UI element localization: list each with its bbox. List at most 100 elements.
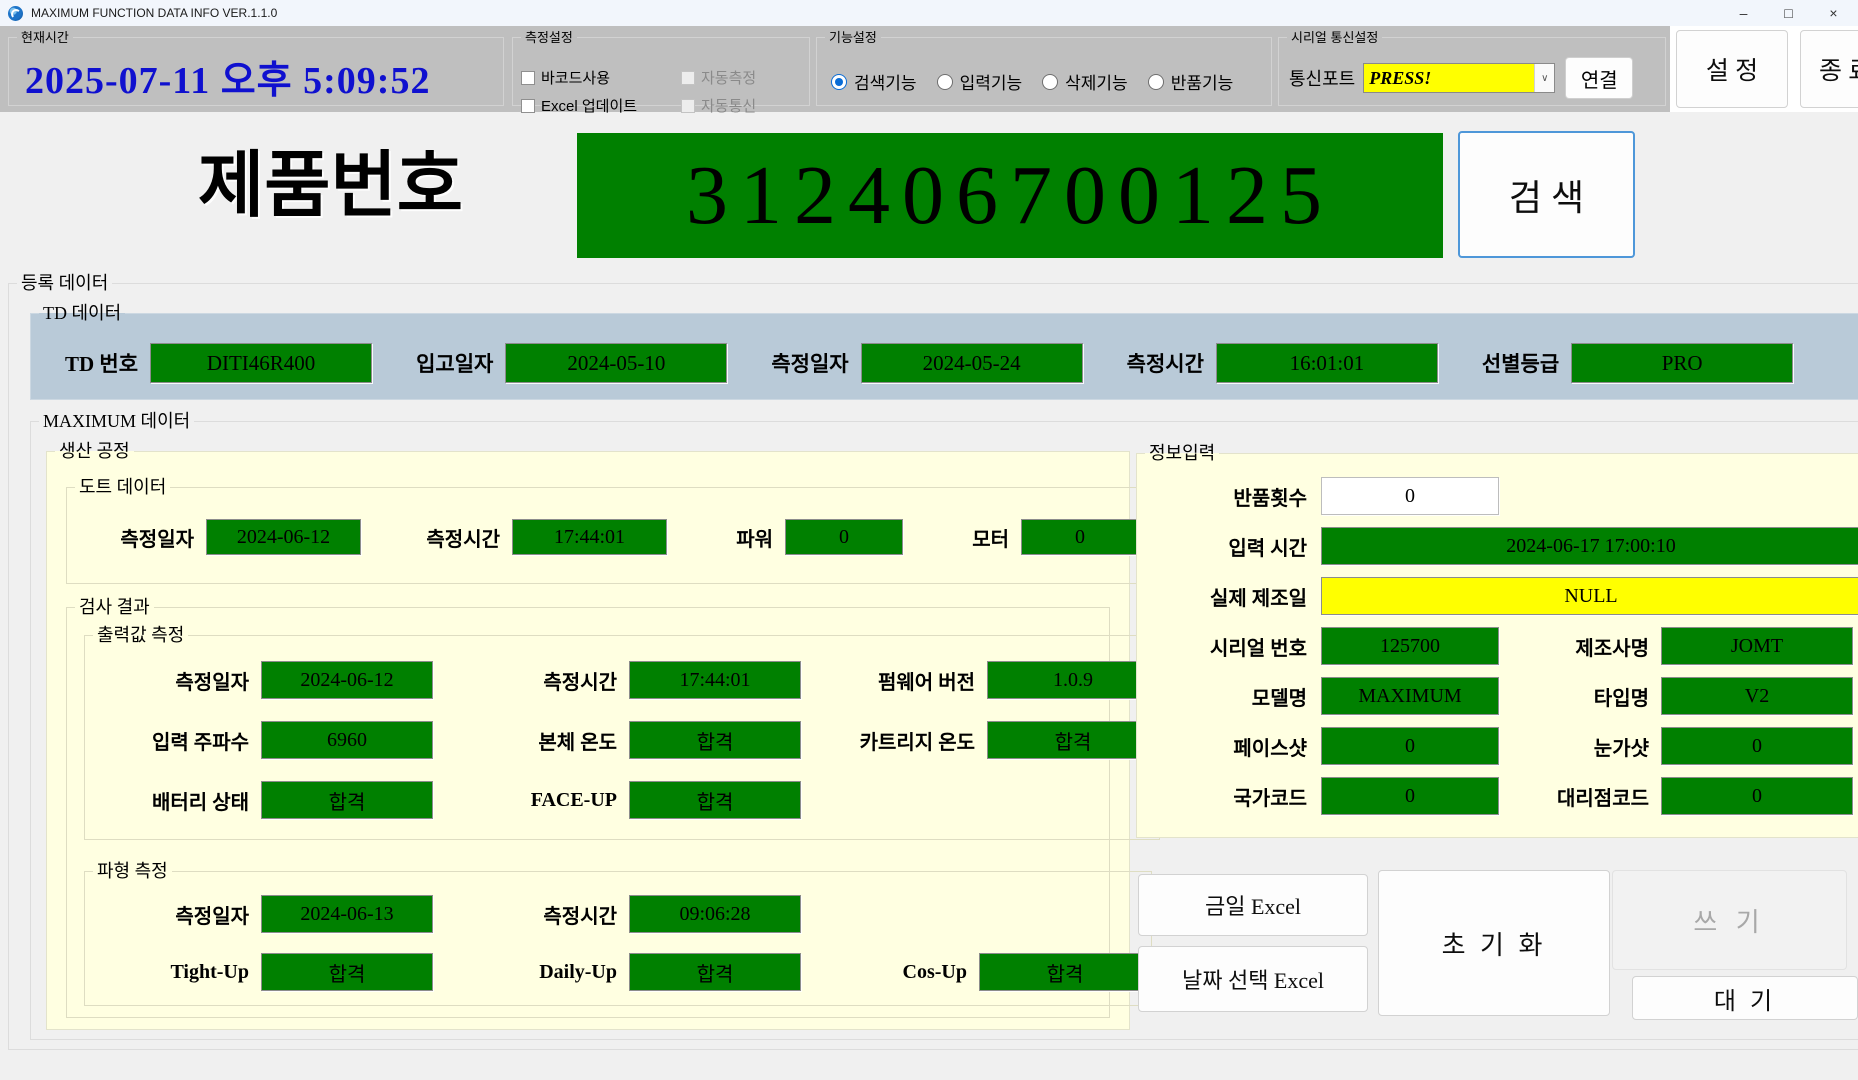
maximum-data-group: MAXIMUM 데이터 xyxy=(30,411,1858,1040)
input-frequency-label: 입력 주파수 xyxy=(152,731,249,754)
incoming-date-label: 입고일자 xyxy=(416,352,494,376)
function-radio-row: 검색기능 입력기능 삭제기능 반품기능 xyxy=(817,45,1271,94)
battery-state-label: 배터리 상태 xyxy=(152,791,249,814)
dealer-code-value: 0 xyxy=(1661,777,1853,815)
registered-data-legend: 등록 데이터 xyxy=(21,273,109,293)
minimize-button[interactable]: – xyxy=(1739,5,1748,21)
output-row-2: 입력 주파수 6960 본체 온도 합격 카트리지 온도 합격 xyxy=(85,699,1159,759)
td-number-label: TD 번호 xyxy=(65,352,139,376)
incoming-date-value: 2024-05-10 xyxy=(505,343,728,383)
wave-measure-date-value: 2024-06-13 xyxy=(261,895,433,933)
checkbox-auto-measure[interactable]: 자동측정 xyxy=(681,67,756,88)
comm-port-combobox[interactable]: PRESS! ∨ xyxy=(1363,63,1556,93)
type-name-value: V2 xyxy=(1661,677,1853,715)
output-measure-date-value: 2024-06-12 xyxy=(261,661,433,699)
eye-shot-label: 눈가샷 xyxy=(1593,737,1649,760)
production-process-legend: 생산 공정 xyxy=(59,441,130,461)
output-measure-date-label: 측정일자 xyxy=(175,671,249,694)
dot-measure-date-value: 2024-06-12 xyxy=(206,519,361,555)
radio-icon xyxy=(1042,73,1059,90)
td-data-group: TD 데이터 TD 번호 DITI46R400 입고일자 2024-05-10 … xyxy=(30,304,1858,400)
product-number-label: 제품번호 xyxy=(198,146,463,226)
radio-delete-function[interactable]: 삭제기능 xyxy=(1042,69,1128,94)
country-code-label: 국가코드 xyxy=(1233,787,1307,810)
function-settings-legend: 기능설정 xyxy=(829,30,877,45)
dot-motor-label: 모터 xyxy=(972,528,1009,551)
checkbox-excel-update[interactable]: Excel 업데이트 xyxy=(521,95,637,116)
dot-measure-date-label: 측정일자 xyxy=(120,528,194,551)
output-measure-group: 출력값 측정 측정일자 2024-06-12 측정시간 17:44:01 펌웨어… xyxy=(84,625,1160,840)
radio-input-function[interactable]: 입력기능 xyxy=(936,69,1022,94)
close-button[interactable]: × xyxy=(1829,5,1838,21)
model-name-value: MAXIMUM xyxy=(1321,677,1499,715)
dealer-code-label: 대리점코드 xyxy=(1557,787,1649,810)
firmware-version-value: 1.0.9 xyxy=(987,661,1159,699)
waveform-row-1: 측정일자 2024-06-13 측정시간 09:06:28 xyxy=(85,879,1151,933)
reset-button[interactable]: 초 기 화 xyxy=(1378,870,1610,1016)
exit-button[interactable]: 종 료 xyxy=(1800,30,1858,108)
window-title: MAXIMUM FUNCTION DATA INFO VER.1.1.0 xyxy=(31,6,278,20)
titlebar: MAXIMUM FUNCTION DATA INFO VER.1.1.0 – □… xyxy=(0,0,1858,26)
serial-number-row: 시리얼 번호 125700 제조사명 JOMT xyxy=(1137,627,1858,665)
comm-port-value: PRESS! xyxy=(1369,67,1432,88)
checkbox-label: 자동측정 xyxy=(701,70,757,87)
checkbox-icon xyxy=(681,98,695,113)
input-time-row: 입력 시간 2024-06-17 17:00:10 xyxy=(1137,527,1858,565)
cartridge-temp-label: 카트리지 온도 xyxy=(859,731,975,754)
measure-checkbox-column-right: 자동측정 자동통신 xyxy=(681,67,756,116)
return-count-label: 반품횟수 xyxy=(1233,487,1307,510)
chevron-down-icon[interactable]: ∨ xyxy=(1534,64,1555,92)
maximum-data-legend: MAXIMUM 데이터 xyxy=(43,411,191,431)
search-button[interactable]: 검 색 xyxy=(1458,131,1635,258)
daily-up-value: 합격 xyxy=(629,953,801,991)
info-input-group: 정보입력 반품횟수 0 입력 시간 2024-06-17 17:00:10 실제… xyxy=(1136,443,1858,838)
radio-label: 반품기능 xyxy=(1170,74,1234,93)
td-data-row: TD 번호 DITI46R400 입고일자 2024-05-10 측정일자 20… xyxy=(31,321,1858,383)
app-icon xyxy=(8,5,23,21)
wave-measure-time-value: 09:06:28 xyxy=(629,895,801,933)
checkbox-auto-comm[interactable]: 자동통신 xyxy=(681,95,756,116)
info-input-legend: 정보입력 xyxy=(1149,443,1216,463)
current-time-group: 현재시간 2025-07-11 오후 5:09:52 xyxy=(8,30,504,106)
product-number-display: 312406700125 xyxy=(577,133,1443,258)
measure-time-label: 측정시간 xyxy=(1126,352,1204,376)
connect-button[interactable]: 연결 xyxy=(1565,57,1634,99)
wave-measure-date-label: 측정일자 xyxy=(175,905,249,928)
dot-measure-time-value: 17:44:01 xyxy=(512,519,667,555)
checkbox-label: Excel 업데이트 xyxy=(541,98,638,115)
measure-settings-group: 측정설정 바코드사용 Excel 업데이트 자동측정 자동통신 xyxy=(512,30,810,115)
tight-up-value: 합격 xyxy=(261,953,433,991)
radio-icon xyxy=(936,73,953,90)
checkbox-icon xyxy=(521,70,535,85)
serial-number-value: 125700 xyxy=(1321,627,1499,665)
input-time-label: 입력 시간 xyxy=(1228,537,1307,560)
country-code-row: 국가코드 0 대리점코드 0 xyxy=(1137,777,1858,815)
checkbox-icon xyxy=(681,70,695,85)
radio-search-function[interactable]: 검색기능 xyxy=(831,69,917,94)
face-shot-label: 페이스샷 xyxy=(1233,737,1307,760)
today-excel-button[interactable]: 금일 Excel xyxy=(1138,874,1368,936)
restore-button[interactable]: □ xyxy=(1784,5,1793,21)
body-temp-label: 본체 온도 xyxy=(538,731,617,754)
return-count-input[interactable]: 0 xyxy=(1321,477,1499,515)
output-measure-legend: 출력값 측정 xyxy=(97,625,185,645)
settings-button[interactable]: 설 정 xyxy=(1676,30,1788,108)
checkbox-barcode-use[interactable]: 바코드사용 xyxy=(521,67,637,88)
face-up-value: 합격 xyxy=(629,781,801,819)
date-select-excel-button[interactable]: 날짜 선택 Excel xyxy=(1138,946,1368,1012)
measure-checkbox-column-left: 바코드사용 Excel 업데이트 xyxy=(521,67,637,116)
waveform-measure-legend: 파형 측정 xyxy=(97,861,168,881)
face-shot-row: 페이스샷 0 눈가샷 0 xyxy=(1137,727,1858,765)
mfg-date-row: 실제 제조일 NULL xyxy=(1137,577,1858,615)
battery-state-value: 합격 xyxy=(261,781,433,819)
comm-port-label: 통신포트 xyxy=(1289,69,1356,89)
radio-label: 삭제기능 xyxy=(1065,74,1128,93)
serial-comm-group: 시리얼 통신설정 통신포트 PRESS! ∨ 연결 xyxy=(1278,30,1666,106)
radio-return-function[interactable]: 반품기능 xyxy=(1147,69,1234,94)
wait-button[interactable]: 대 기 xyxy=(1632,976,1858,1020)
dot-motor-value: 0 xyxy=(1021,519,1139,555)
radio-icon xyxy=(831,73,847,90)
output-row-3: 배터리 상태 합격 FACE-UP 합격 xyxy=(85,759,1159,819)
serial-row: 통신포트 PRESS! ∨ 연결 xyxy=(1279,45,1665,99)
